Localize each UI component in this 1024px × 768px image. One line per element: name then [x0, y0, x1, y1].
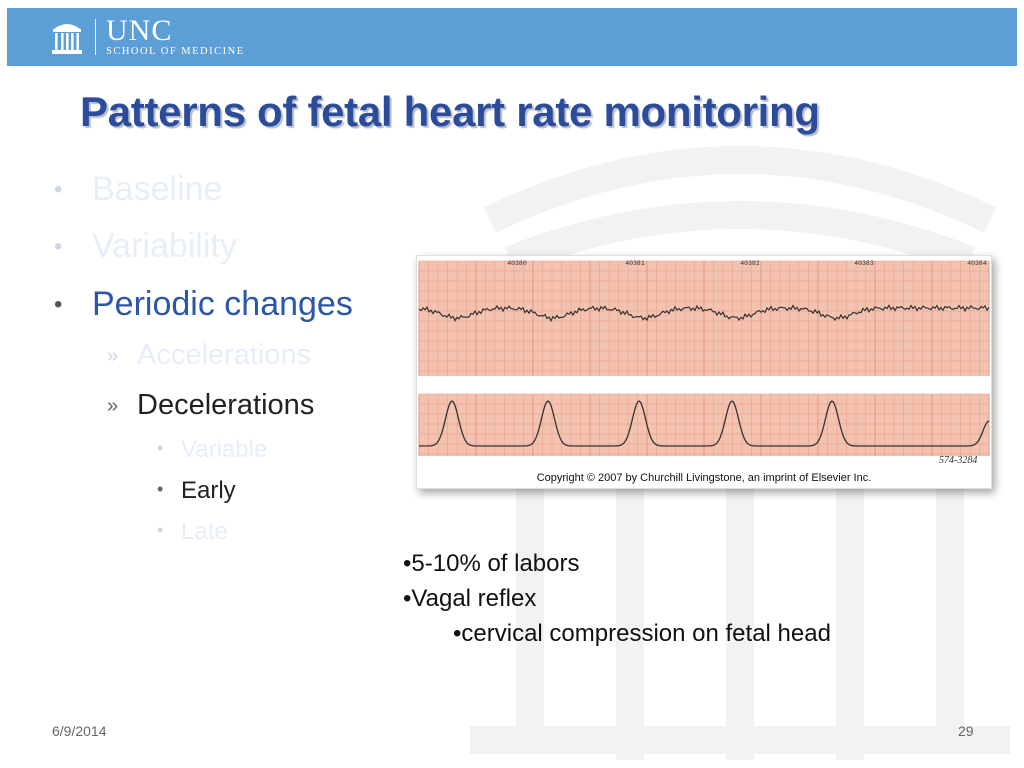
page-number: 29 [958, 723, 974, 739]
note-mechanism: •Vagal reflex [403, 585, 537, 612]
handwritten-mark: 574-3284 [939, 455, 977, 466]
logo-name: UNC [106, 14, 173, 47]
outline-item-label: Decelerations [137, 389, 315, 421]
fetal-heart-rate-tracing-figure: 40380 40381 40382 40383 40384 574-3284 Copyr… [416, 255, 992, 489]
outline-item-label: Accelerations [137, 339, 312, 371]
note-cause: •cervical compression on fetal head [453, 620, 831, 647]
footer-date: 6/9/2014 [52, 723, 107, 739]
outline-item-baseline: • Baseline [54, 170, 223, 209]
old-well-icon [52, 24, 82, 54]
note-incidence: •5-10% of labors [403, 550, 580, 577]
strip-number: 40383 [854, 260, 874, 267]
outline-item-label: Periodic changes [92, 285, 353, 323]
outline-item-late: • Late [157, 518, 228, 546]
notes-block: •5-10% of labors •Vagal reflex •cervical… [403, 546, 831, 651]
strip-number: 40382 [740, 260, 760, 267]
outline-item-label: Variability [92, 227, 237, 265]
figure-caption: Copyright © 2007 by Churchill Livingston… [536, 472, 872, 484]
outline-item-label: Early [181, 477, 236, 504]
header-banner: UNC SCHOOL OF MEDICINE [7, 8, 1017, 66]
outline-item-variable: • Variable [157, 436, 268, 464]
bullet-dot-icon: • [157, 438, 164, 458]
uterine-contraction-trace [419, 400, 990, 447]
bullet-dot-icon: • [54, 291, 63, 318]
outline-item-label: Late [181, 518, 228, 545]
strip-number: 40384 [967, 260, 987, 267]
bullet-dot-icon: • [54, 176, 63, 203]
unc-logo: UNC SCHOOL OF MEDICINE [51, 14, 245, 57]
logo-subtitle: SCHOOL OF MEDICINE [106, 46, 245, 57]
outline-item-label: Baseline [92, 170, 223, 208]
chevron-bullet-icon: » [107, 395, 119, 417]
slide-title: Patterns of fetal heart rate monitoring [80, 88, 820, 135]
chevron-bullet-icon: » [107, 345, 119, 367]
bullet-dot-icon: • [54, 233, 63, 260]
outline-item-accelerations: » Accelerations [107, 339, 312, 372]
bullet-dot-icon: • [157, 479, 164, 499]
strip-number: 40380 [507, 260, 527, 267]
bullet-dot-icon: • [157, 520, 164, 540]
outline-item-label: Variable [181, 436, 268, 463]
fetal-heart-rate-trace [418, 304, 990, 323]
outline-item-periodic-changes: • Periodic changes [54, 285, 353, 324]
outline-item-decelerations: » Decelerations [107, 389, 315, 422]
ctg-strip: 40380 40381 40382 40383 40384 574-3284 [418, 260, 990, 466]
outline-item-variability: • Variability [54, 227, 237, 266]
strip-number: 40381 [625, 260, 645, 267]
outline-item-early: • Early [157, 477, 236, 505]
logo-divider [95, 19, 96, 55]
